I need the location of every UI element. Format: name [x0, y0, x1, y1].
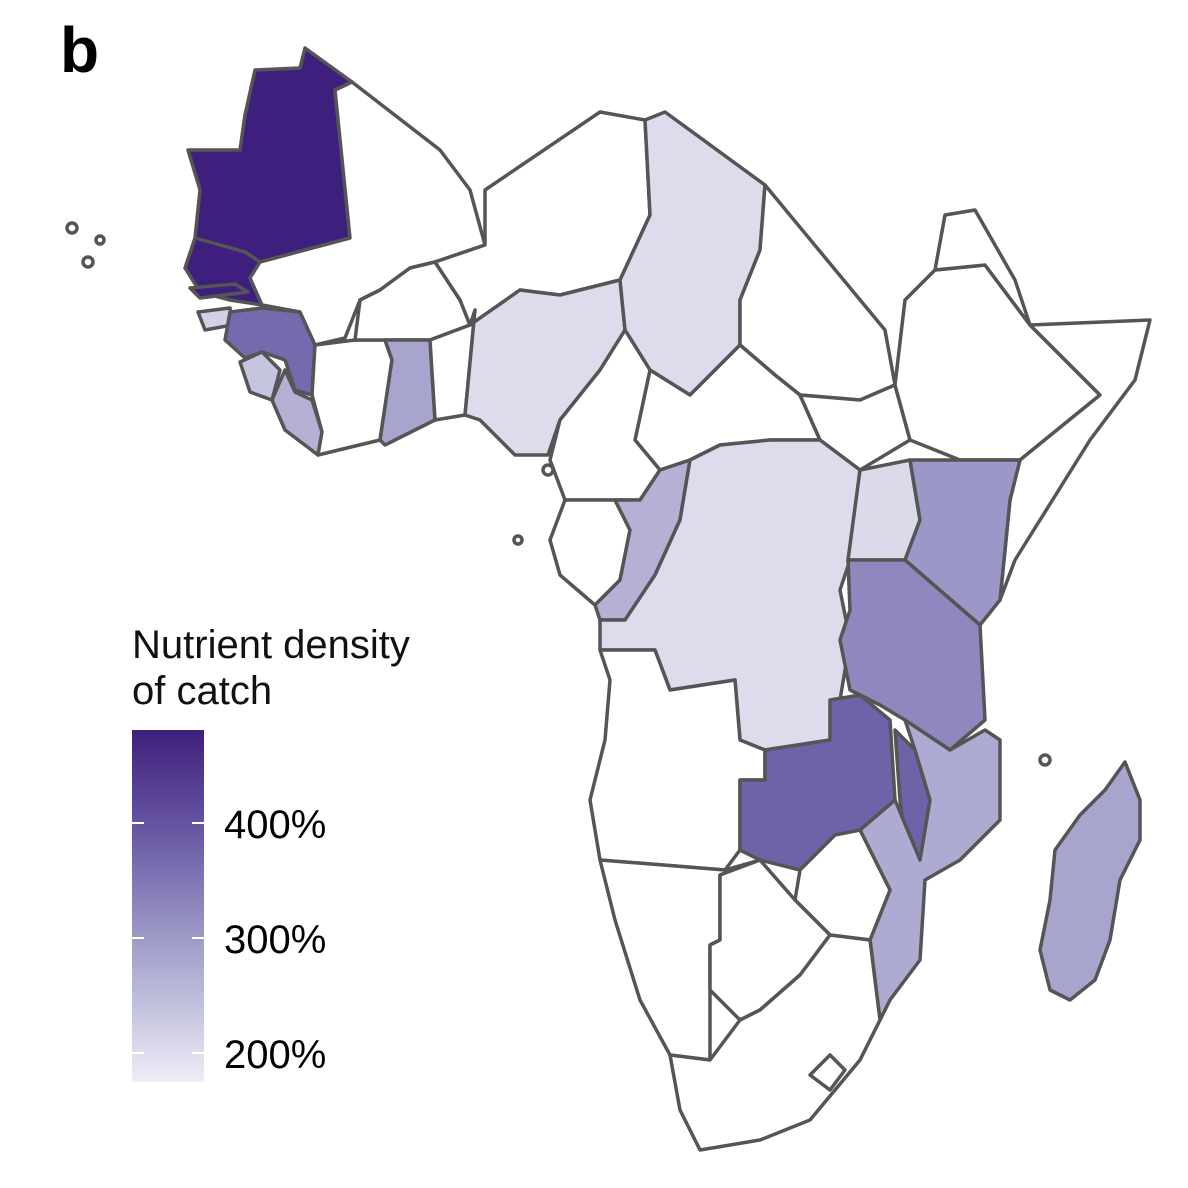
country-somalia[interactable]	[998, 318, 1152, 602]
legend-tick-label-400: 400%	[224, 803, 327, 847]
panel-label: b	[60, 14, 100, 86]
country-madagascar[interactable]	[1038, 760, 1142, 1002]
island-cape-verde-1	[65, 221, 79, 235]
legend-title-line1: Nutrient density	[132, 623, 410, 667]
island-bioko	[541, 463, 555, 477]
island-sao-tome	[512, 534, 524, 546]
country-mozambique[interactable]	[858, 718, 1002, 1022]
country-gambia[interactable]	[188, 282, 250, 300]
legend-title: Nutrient density of catch	[132, 622, 492, 714]
country-sierra-leone[interactable]	[238, 350, 282, 402]
legend-colorbar	[132, 730, 204, 1082]
island-cape-verde-3	[81, 255, 95, 269]
island-cape-verde-2	[94, 234, 106, 246]
island-comoros	[1038, 753, 1052, 767]
legend-title-line2: of catch	[132, 669, 273, 713]
country-lesotho[interactable]	[808, 1053, 847, 1092]
country-mauritania[interactable]	[186, 46, 354, 264]
legend-tick-label-200: 200%	[224, 1033, 327, 1077]
country-south-africa[interactable]	[668, 933, 882, 1152]
legend-tick-label-300: 300%	[224, 918, 327, 962]
country-eritrea[interactable]	[933, 208, 1032, 327]
